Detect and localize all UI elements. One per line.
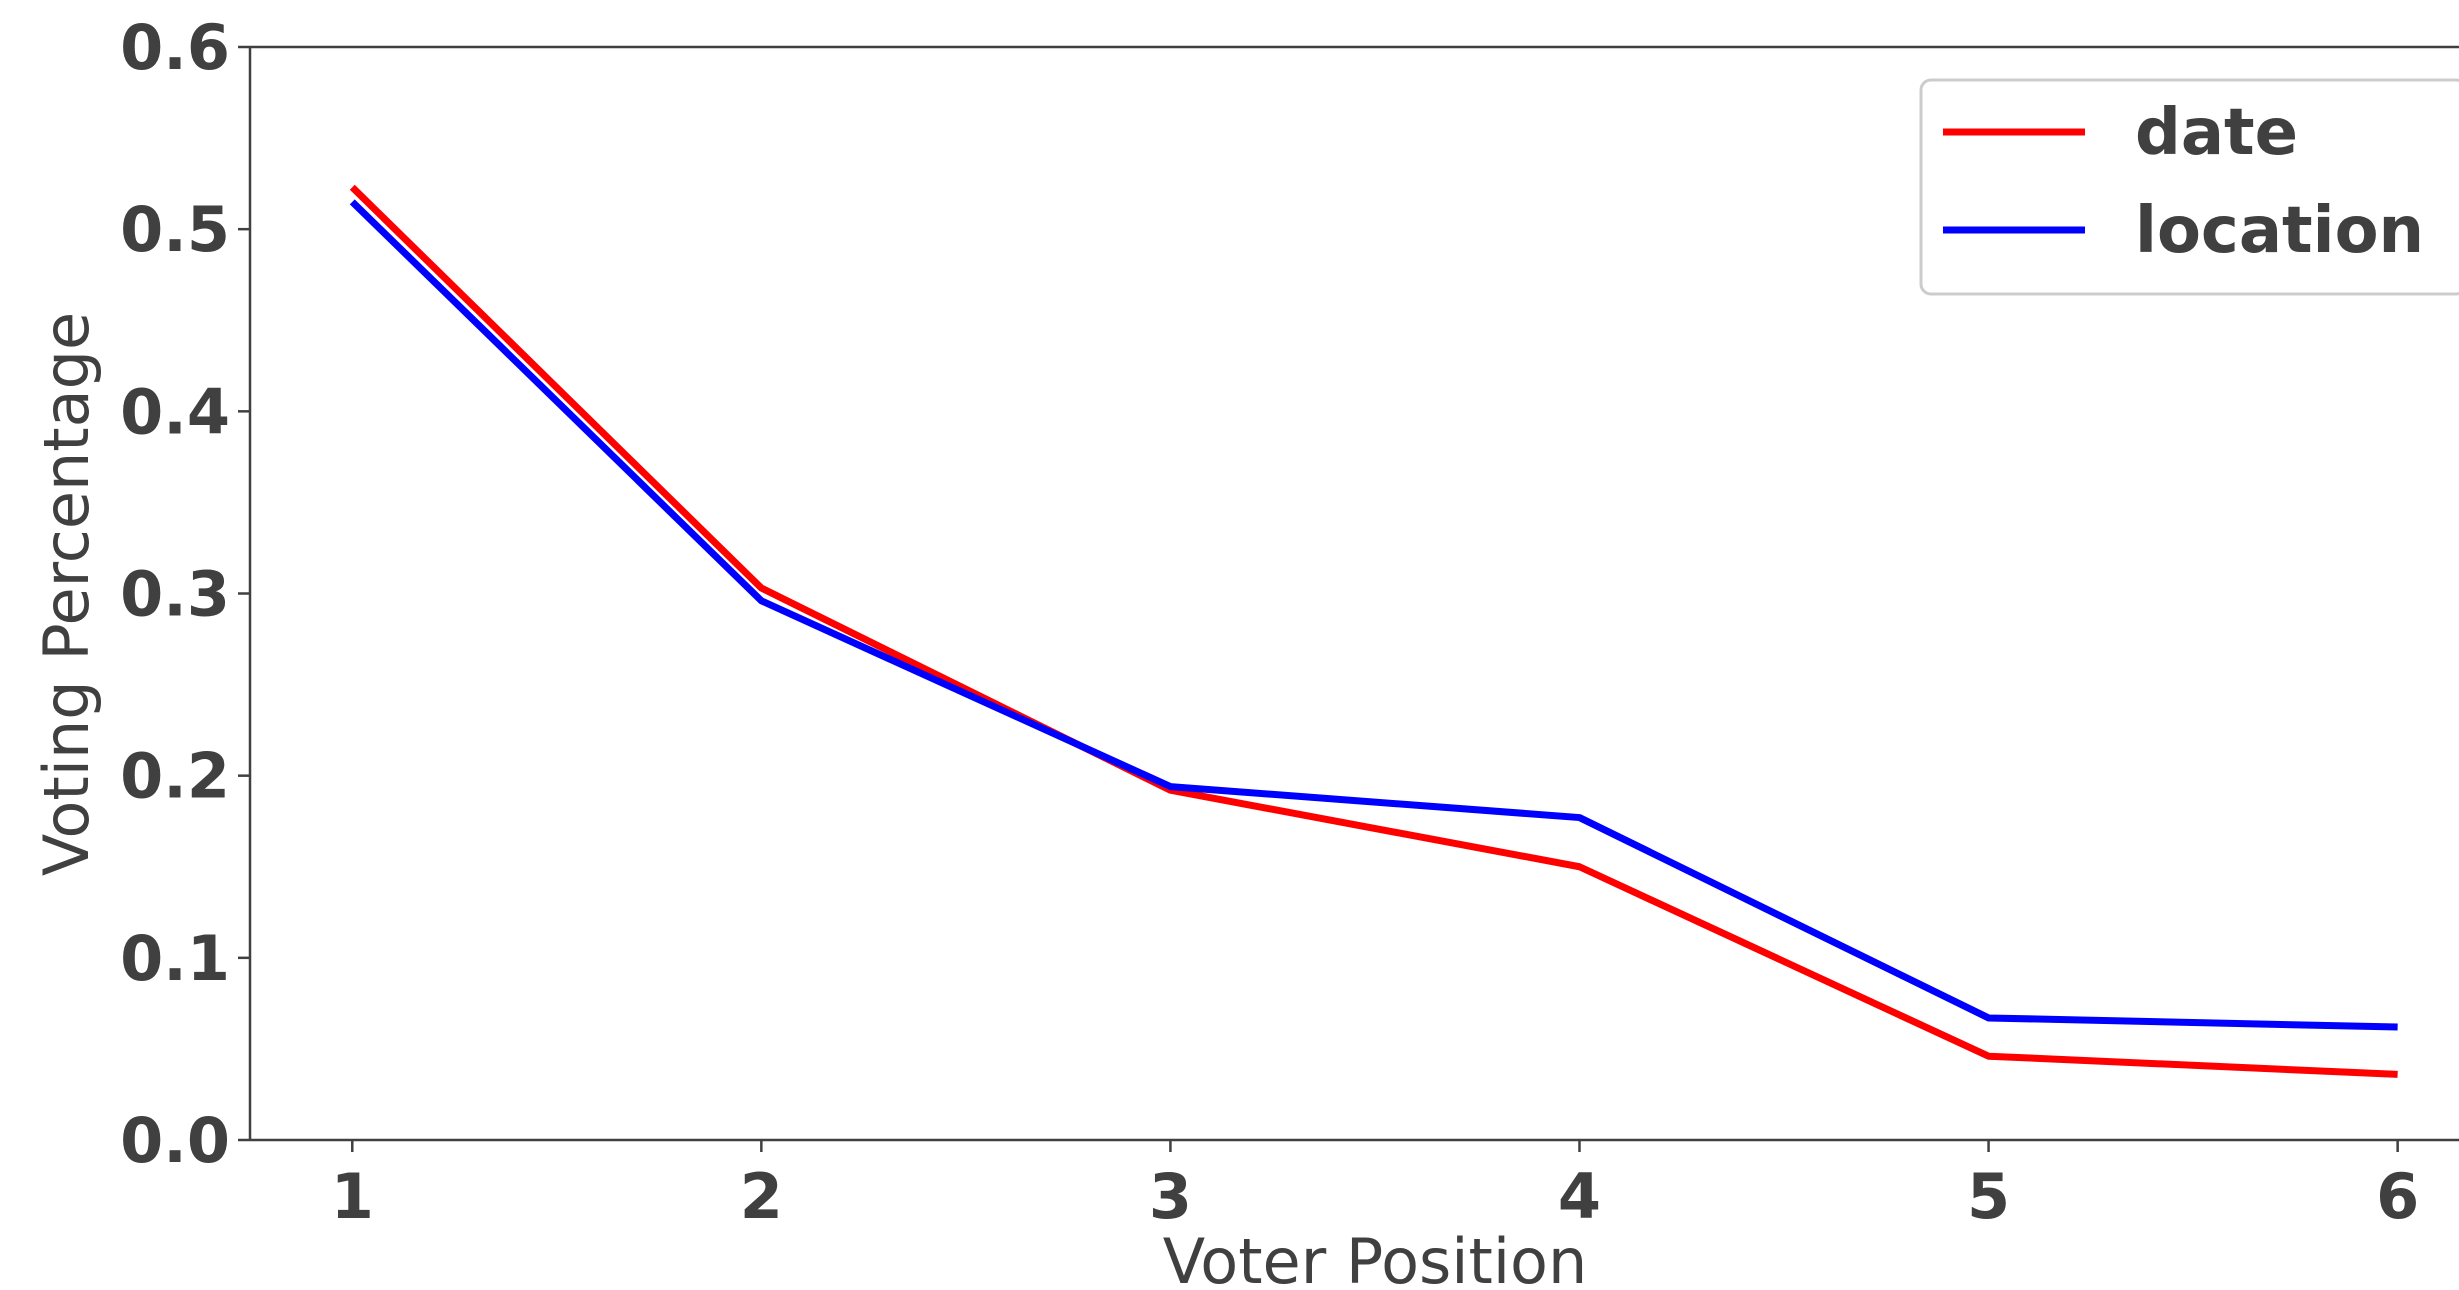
y-tick-label: 0.0 bbox=[120, 1104, 230, 1177]
y-tick-label: 0.1 bbox=[120, 922, 230, 995]
x-axis-ticks: 1 2 3 4 5 6 bbox=[331, 1140, 2419, 1233]
x-tick-label: 3 bbox=[1149, 1160, 1192, 1233]
y-tick-label: 0.2 bbox=[120, 740, 230, 813]
y-tick-label: 0.6 bbox=[120, 11, 230, 84]
x-tick-label: 6 bbox=[2376, 1160, 2419, 1233]
y-axis-title: Voting Percentage bbox=[30, 312, 103, 876]
y-tick-label: 0.4 bbox=[120, 375, 230, 448]
legend-label-location: location bbox=[2135, 194, 2424, 268]
legend-label-date: date bbox=[2135, 96, 2298, 170]
legend[interactable]: date location bbox=[1919, 78, 2459, 296]
x-axis-title: Voter Position bbox=[1163, 1225, 1588, 1290]
x-tick-label: 1 bbox=[331, 1160, 374, 1233]
x-tick-label: 2 bbox=[740, 1160, 783, 1233]
y-tick-label: 0.5 bbox=[120, 193, 230, 266]
y-tick-label: 0.3 bbox=[120, 558, 230, 631]
y-axis-ticks: 0.0 0.1 0.2 0.3 0.4 0.5 0.6 bbox=[120, 11, 250, 1177]
x-tick-label: 5 bbox=[1967, 1160, 2010, 1233]
series-lines bbox=[349, 184, 2398, 1078]
legend-entries: date location bbox=[1943, 96, 2424, 268]
x-tick-label: 4 bbox=[1558, 1160, 1601, 1233]
series-line-date bbox=[349, 184, 2398, 1078]
series-line-location bbox=[349, 199, 2398, 1031]
